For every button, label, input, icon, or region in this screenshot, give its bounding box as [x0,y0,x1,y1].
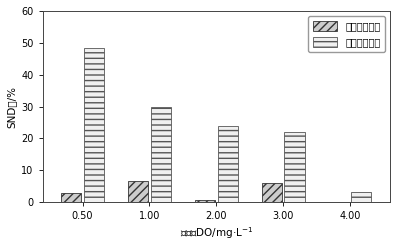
Bar [84,48,104,202]
Legend: 投加纤维素前, 投加纤维素后: 投加纤维素前, 投加纤维素后 [308,16,385,52]
Bar [128,181,148,202]
Bar [285,132,304,202]
Bar [262,183,282,202]
Bar [351,192,371,202]
Bar [195,199,215,202]
Bar [218,126,238,202]
X-axis label: 溶解氧DO/mg·L$^{-1}$: 溶解氧DO/mg·L$^{-1}$ [179,225,253,241]
Bar [151,106,171,202]
Y-axis label: SND率/%: SND率/% [7,86,17,127]
Bar [61,192,81,202]
